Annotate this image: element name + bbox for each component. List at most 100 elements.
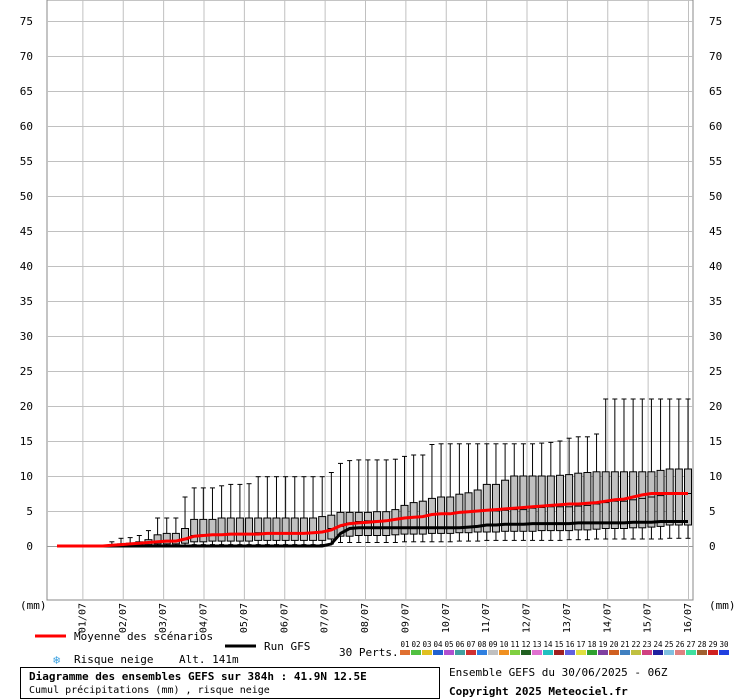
pert-swatch bbox=[543, 650, 553, 655]
pert-label: 19 bbox=[599, 640, 608, 649]
legend-perts-label: 30 Perts. bbox=[339, 646, 399, 659]
pert-swatch bbox=[664, 650, 674, 655]
series-gfs-line bbox=[57, 520, 688, 548]
pert-swatch bbox=[642, 650, 652, 655]
y-tick-label-right: 50 bbox=[709, 190, 722, 203]
pert-swatch bbox=[609, 650, 619, 655]
pert-label: 29 bbox=[709, 640, 718, 649]
pert-swatch bbox=[631, 650, 641, 655]
y-tick-label-right: 10 bbox=[709, 470, 722, 483]
pert-swatch bbox=[686, 650, 696, 655]
box-body bbox=[290, 517, 299, 541]
pert-swatch bbox=[433, 650, 443, 655]
boxplot bbox=[656, 398, 665, 540]
pert-label: 10 bbox=[500, 640, 510, 649]
pert-swatch bbox=[455, 650, 465, 655]
date-label: 04/07 bbox=[199, 603, 210, 633]
box-body bbox=[217, 517, 226, 542]
box-body bbox=[235, 517, 244, 542]
box-body bbox=[501, 479, 510, 532]
y-tick-label-left: 70 bbox=[20, 50, 33, 63]
box-body bbox=[583, 472, 592, 531]
y-tick-label-left: 20 bbox=[20, 400, 33, 413]
grid bbox=[46, 0, 694, 601]
pert-swatch bbox=[521, 650, 531, 655]
date-label: 07/07 bbox=[320, 603, 331, 633]
box-body bbox=[263, 517, 272, 541]
pert-swatch bbox=[532, 650, 542, 655]
pert-legend: 01 02 03 04 05 06 07 08 09 10 11 12 13 14 15 16 17 18 19 20… bbox=[400, 640, 729, 655]
box-body bbox=[647, 471, 656, 528]
boxplot bbox=[647, 398, 656, 540]
date-label: 03/07 bbox=[158, 603, 169, 633]
y-tick-label-right: 25 bbox=[709, 365, 722, 378]
box-body bbox=[674, 468, 683, 526]
pert-label: 04 bbox=[434, 640, 444, 649]
box-body bbox=[327, 514, 336, 540]
date-label: 15/07 bbox=[643, 603, 654, 633]
y-tick-label-left: 40 bbox=[20, 260, 33, 273]
series-mean-line bbox=[57, 492, 688, 548]
pert-label: 02 bbox=[412, 640, 421, 649]
pert-label: 16 bbox=[566, 640, 576, 649]
pert-swatch bbox=[411, 650, 421, 655]
pert-label: 03 bbox=[423, 640, 432, 649]
y-tick-label-left: 45 bbox=[20, 225, 33, 238]
pert-label: 22 bbox=[632, 640, 641, 649]
pert-swatch bbox=[400, 650, 410, 655]
date-label: 08/07 bbox=[360, 603, 371, 633]
pert-swatch bbox=[719, 650, 729, 655]
pert-label: 08 bbox=[478, 640, 488, 649]
pert-label: 25 bbox=[665, 640, 674, 649]
pert-swatch bbox=[576, 650, 586, 655]
box-body bbox=[226, 517, 235, 542]
pert-swatch bbox=[565, 650, 575, 655]
y-axis-right: 0 5 10 15 20 25 30 35 40 45 50 55 60 65 70 75 bbox=[709, 15, 722, 553]
pert-label: 07 bbox=[467, 640, 476, 649]
box-body bbox=[519, 475, 528, 532]
y-tick-label-right: 75 bbox=[709, 15, 722, 28]
y-tick-label-left: 5 bbox=[26, 505, 33, 518]
legend-altitude: Alt. 141m bbox=[179, 653, 239, 666]
box-body bbox=[546, 475, 555, 532]
box-body bbox=[482, 483, 491, 533]
pert-label: 21 bbox=[621, 640, 630, 649]
box-body bbox=[281, 517, 290, 541]
y-tick-label-left: 30 bbox=[20, 330, 33, 343]
date-label: 10/07 bbox=[441, 603, 452, 633]
pert-swatch bbox=[675, 650, 685, 655]
y-tick-label-left: 55 bbox=[20, 155, 33, 168]
pert-swatch bbox=[477, 650, 487, 655]
y-unit-right: (mm) bbox=[709, 599, 736, 612]
y-tick-label-right: 0 bbox=[709, 540, 716, 553]
box-body bbox=[537, 475, 546, 532]
pert-swatch bbox=[510, 650, 520, 655]
y-tick-label-right: 70 bbox=[709, 50, 722, 63]
chart-title: Diagramme des ensembles GEFS sur 384h : … bbox=[29, 670, 367, 683]
date-label: 05/07 bbox=[239, 603, 250, 633]
box-body bbox=[181, 528, 190, 544]
pert-swatch bbox=[697, 650, 707, 655]
box-body bbox=[528, 475, 537, 532]
y-tick-label-right: 35 bbox=[709, 295, 722, 308]
pert-swatch bbox=[488, 650, 498, 655]
y-tick-label-right: 65 bbox=[709, 85, 722, 98]
date-label: 14/07 bbox=[602, 603, 613, 633]
pert-swatch bbox=[499, 650, 509, 655]
box-body bbox=[382, 511, 391, 537]
y-axis-left: 0 5 10 15 20 25 30 35 40 45 50 55 60 65 70 75 bbox=[20, 15, 33, 553]
box-body bbox=[208, 518, 217, 542]
copyright: Copyright 2025 Meteociel.fr bbox=[449, 685, 628, 698]
pert-swatch bbox=[422, 650, 432, 655]
box-body bbox=[638, 471, 647, 529]
y-tick-label-right: 55 bbox=[709, 155, 722, 168]
pert-swatch bbox=[653, 650, 663, 655]
y-unit-left: (mm) bbox=[20, 599, 47, 612]
date-label: 16/07 bbox=[683, 603, 694, 633]
legend-snow-label: Risque neige bbox=[74, 653, 153, 666]
pert-swatch bbox=[587, 650, 597, 655]
pert-label: 11 bbox=[511, 640, 520, 649]
pert-label: 13 bbox=[533, 640, 542, 649]
y-tick-label-left: 65 bbox=[20, 85, 33, 98]
